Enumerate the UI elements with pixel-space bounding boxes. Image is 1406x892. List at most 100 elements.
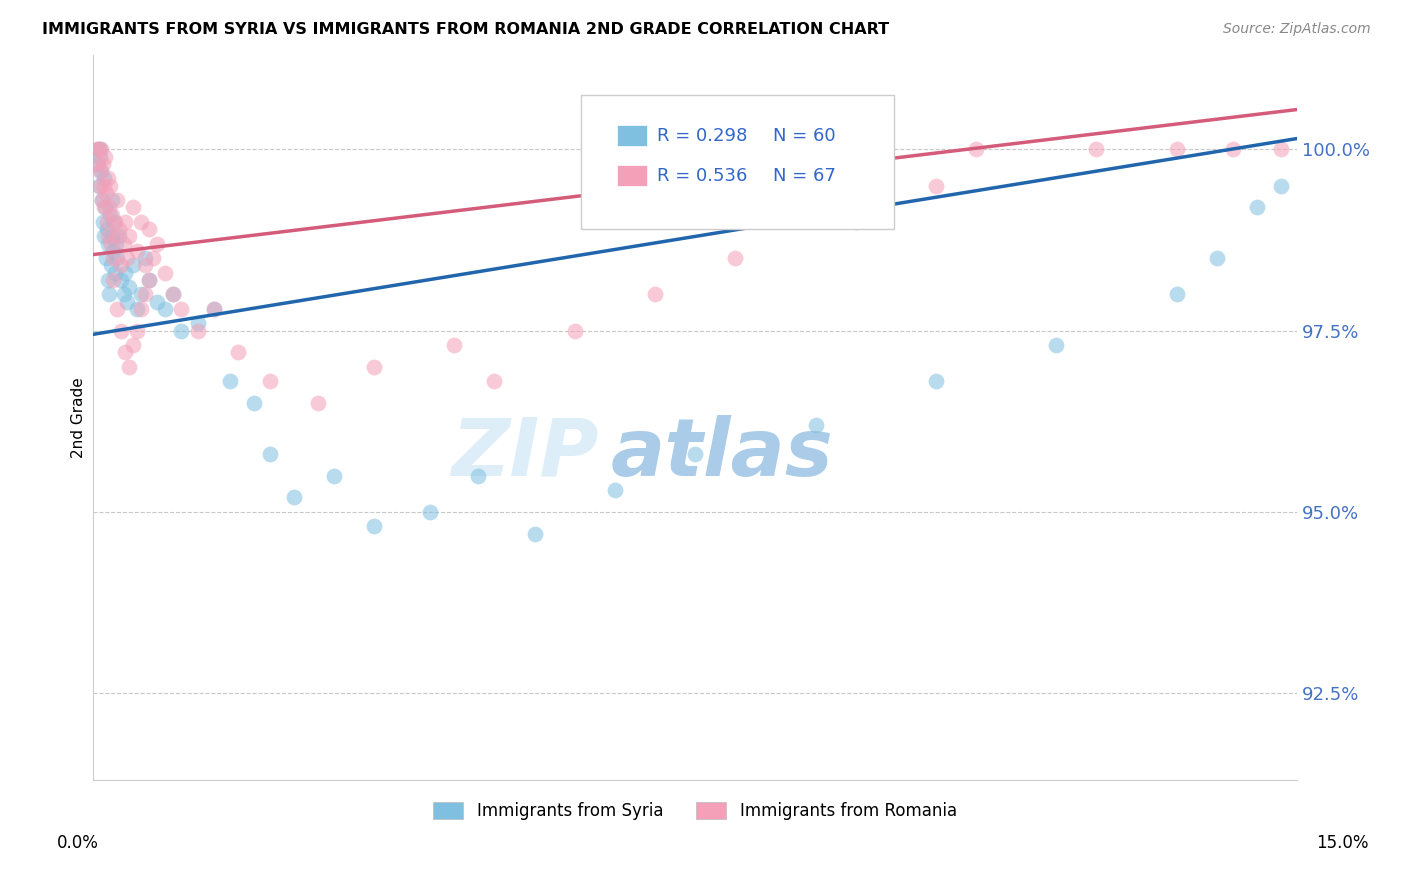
Point xyxy=(86,157,108,171)
Point xyxy=(202,301,225,316)
Point xyxy=(186,317,208,331)
Point xyxy=(101,193,124,207)
Point xyxy=(91,215,114,229)
Point xyxy=(644,287,666,301)
Point xyxy=(104,236,127,251)
Point xyxy=(91,157,114,171)
Point xyxy=(363,359,385,374)
Point xyxy=(127,301,149,316)
Point xyxy=(134,251,156,265)
Point xyxy=(103,273,125,287)
Point xyxy=(118,229,141,244)
Point xyxy=(170,301,193,316)
Point xyxy=(105,193,128,207)
Point xyxy=(1085,143,1108,157)
Point xyxy=(155,266,177,280)
Point xyxy=(122,201,145,215)
Point xyxy=(226,345,249,359)
Point xyxy=(86,143,108,157)
Point xyxy=(97,236,120,251)
Text: Source: ZipAtlas.com: Source: ZipAtlas.com xyxy=(1223,22,1371,37)
Point xyxy=(138,273,160,287)
Point xyxy=(131,287,153,301)
Point xyxy=(564,324,586,338)
Point xyxy=(87,143,110,157)
Point xyxy=(105,301,128,316)
Point xyxy=(105,251,128,265)
Point xyxy=(118,359,141,374)
Bar xyxy=(617,165,647,186)
Text: 0.0%: 0.0% xyxy=(56,834,98,852)
Point xyxy=(804,417,827,432)
Bar xyxy=(617,126,647,145)
Point xyxy=(965,143,987,157)
Point xyxy=(94,201,117,215)
Point xyxy=(202,301,225,316)
Point xyxy=(93,229,115,244)
Point xyxy=(112,236,135,251)
Text: IMMIGRANTS FROM SYRIA VS IMMIGRANTS FROM ROMANIA 2ND GRADE CORRELATION CHART: IMMIGRANTS FROM SYRIA VS IMMIGRANTS FROM… xyxy=(42,22,890,37)
Point xyxy=(603,483,626,498)
Point xyxy=(98,208,121,222)
Point xyxy=(218,375,240,389)
Point xyxy=(170,324,193,338)
Point xyxy=(115,294,138,309)
Point xyxy=(114,266,136,280)
Point xyxy=(94,186,117,200)
Point xyxy=(162,287,184,301)
Text: ZIP: ZIP xyxy=(451,415,599,493)
Point xyxy=(1270,178,1292,193)
Point xyxy=(100,236,122,251)
Point xyxy=(307,396,329,410)
Point xyxy=(104,229,127,244)
Point xyxy=(1045,338,1067,352)
Point xyxy=(108,229,131,244)
Text: R = 0.298: R = 0.298 xyxy=(657,127,747,145)
Point xyxy=(845,215,868,229)
Point xyxy=(1166,143,1188,157)
Point xyxy=(110,259,132,273)
Text: N = 67: N = 67 xyxy=(773,167,837,185)
Point xyxy=(127,324,149,338)
Point xyxy=(467,468,489,483)
Point xyxy=(323,468,346,483)
Point xyxy=(96,222,118,236)
Point xyxy=(1222,143,1244,157)
Point xyxy=(127,244,149,258)
Point xyxy=(155,301,177,316)
Point xyxy=(443,338,465,352)
Point xyxy=(1166,287,1188,301)
Point xyxy=(683,447,706,461)
Point xyxy=(108,222,131,236)
Point xyxy=(97,171,120,186)
Point xyxy=(724,251,747,265)
Point xyxy=(259,447,281,461)
FancyBboxPatch shape xyxy=(581,95,894,229)
Point xyxy=(104,215,127,229)
Point xyxy=(118,280,141,294)
Text: N = 60: N = 60 xyxy=(773,127,837,145)
Point xyxy=(419,505,441,519)
Point xyxy=(93,178,115,193)
Point xyxy=(98,201,121,215)
Point xyxy=(242,396,264,410)
Point xyxy=(104,266,127,280)
Point xyxy=(91,193,114,207)
Point xyxy=(134,259,156,273)
Point xyxy=(89,178,111,193)
Point xyxy=(98,178,121,193)
Point xyxy=(1205,251,1227,265)
Y-axis label: 2nd Grade: 2nd Grade xyxy=(72,377,86,458)
Point xyxy=(94,251,117,265)
Point xyxy=(122,338,145,352)
Point xyxy=(89,150,111,164)
Point xyxy=(925,375,948,389)
Point xyxy=(110,273,132,287)
Point xyxy=(100,208,122,222)
Point xyxy=(131,301,153,316)
Point xyxy=(91,193,114,207)
Point xyxy=(134,287,156,301)
Point xyxy=(103,251,125,265)
Text: atlas: atlas xyxy=(610,415,834,493)
Point xyxy=(100,229,122,244)
